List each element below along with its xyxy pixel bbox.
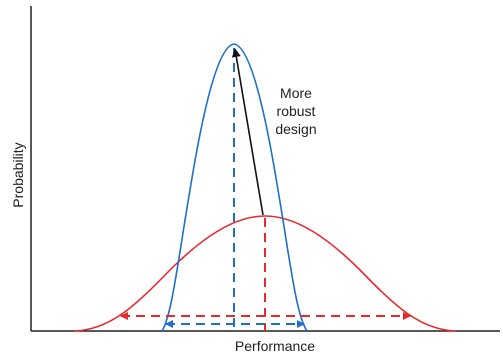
annotation-label: More robust design — [264, 84, 328, 138]
x-axis-label: Performance — [234, 338, 316, 354]
y-axis-label: Probability — [10, 142, 26, 208]
robust-distribution-curve — [161, 43, 308, 332]
annotation-line-3: design — [275, 121, 317, 137]
annotation-line-2: robust — [276, 103, 316, 119]
baseline-distribution-curve — [73, 215, 457, 332]
annotation-line-1: More — [280, 85, 312, 101]
improvement-arrow — [231, 48, 264, 216]
